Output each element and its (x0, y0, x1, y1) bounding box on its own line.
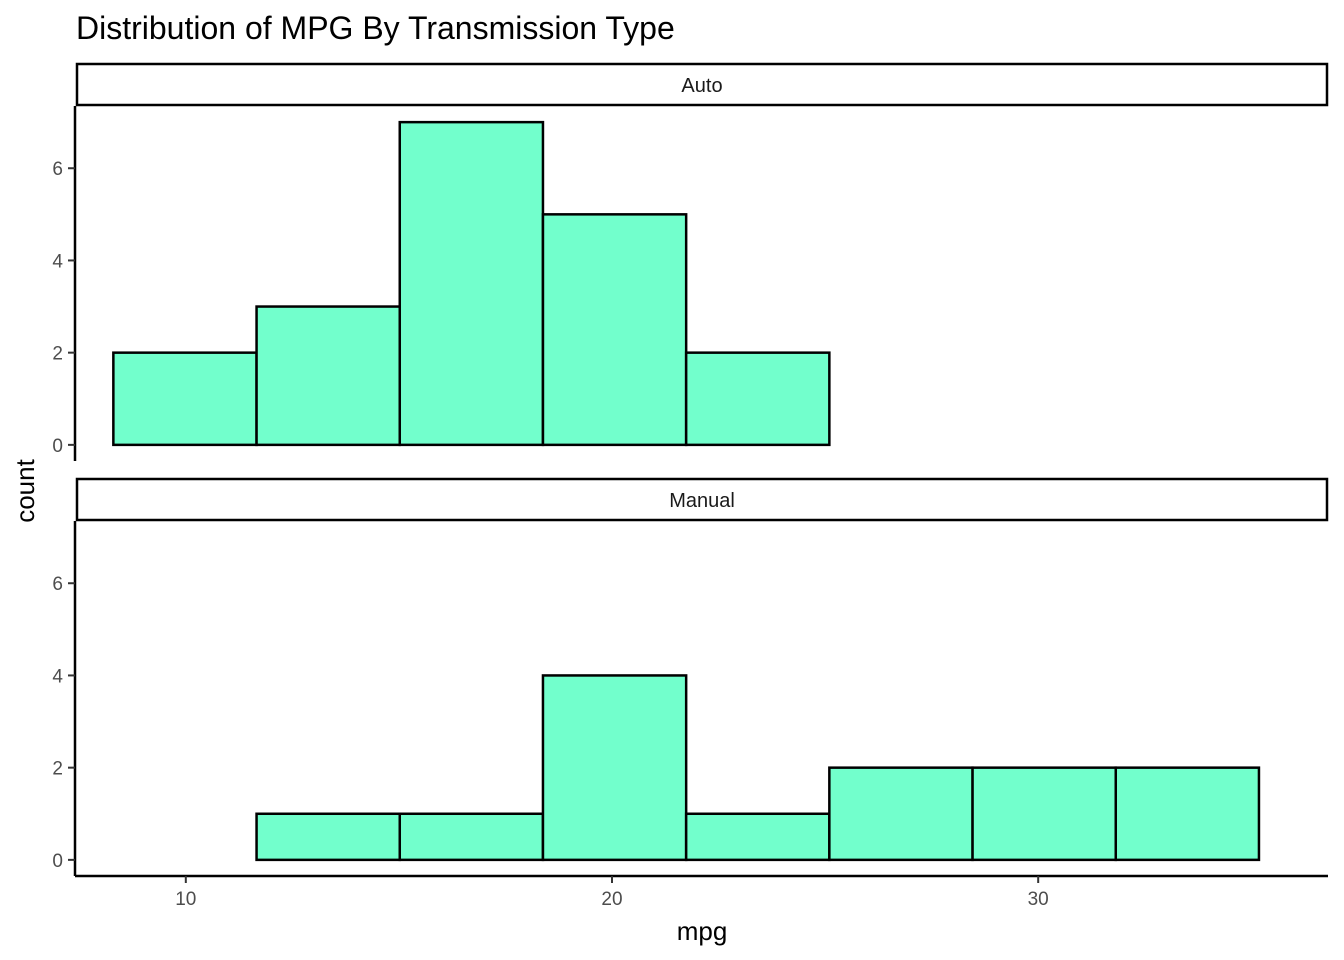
bar-manual-3 (398, 812, 545, 862)
y-axis-title: count (10, 458, 40, 522)
facet-strip-auto (75, 62, 1329, 107)
x-axis-title: mpg (677, 916, 728, 946)
facet-strip-label-manual: Manual (669, 490, 735, 512)
bar-auto-4 (541, 213, 688, 447)
y-tick-label-auto-4: 4 (52, 251, 63, 272)
chart-title: Distribution of MPG By Transmission Type (76, 10, 675, 46)
chart-marks: 0 2 4 6 0 2 4 6 10 20 30 (52, 120, 1261, 910)
y-tick-label-manual-4: 4 (52, 666, 63, 687)
facet-strip-label-auto: Auto (681, 75, 722, 97)
x-tick-label-10: 10 (175, 889, 196, 910)
x-tick-label-20: 20 (601, 889, 622, 910)
y-tick-label-manual-6: 6 (52, 574, 63, 595)
y-tick-label-manual-2: 2 (52, 759, 63, 780)
bar-manual-6 (828, 766, 974, 862)
y-tick-label-auto-0: 0 (52, 436, 63, 457)
bar-manual-2 (255, 812, 402, 862)
y-tick-label-auto-2: 2 (52, 344, 63, 365)
bar-auto-1 (112, 351, 258, 447)
y-tick-label-auto-6: 6 (52, 159, 63, 180)
bar-manual-4 (541, 674, 688, 862)
y-tick-label-manual-0: 0 (52, 851, 63, 872)
bar-manual-8 (1114, 766, 1261, 862)
bar-manual-5 (684, 812, 831, 862)
bar-manual-7 (971, 766, 1118, 862)
bar-auto-5 (684, 351, 831, 447)
bar-auto-3 (398, 120, 545, 447)
facet-strip-manual (75, 477, 1329, 522)
bar-auto-2 (255, 305, 402, 447)
x-tick-label-30: 30 (1028, 889, 1049, 910)
